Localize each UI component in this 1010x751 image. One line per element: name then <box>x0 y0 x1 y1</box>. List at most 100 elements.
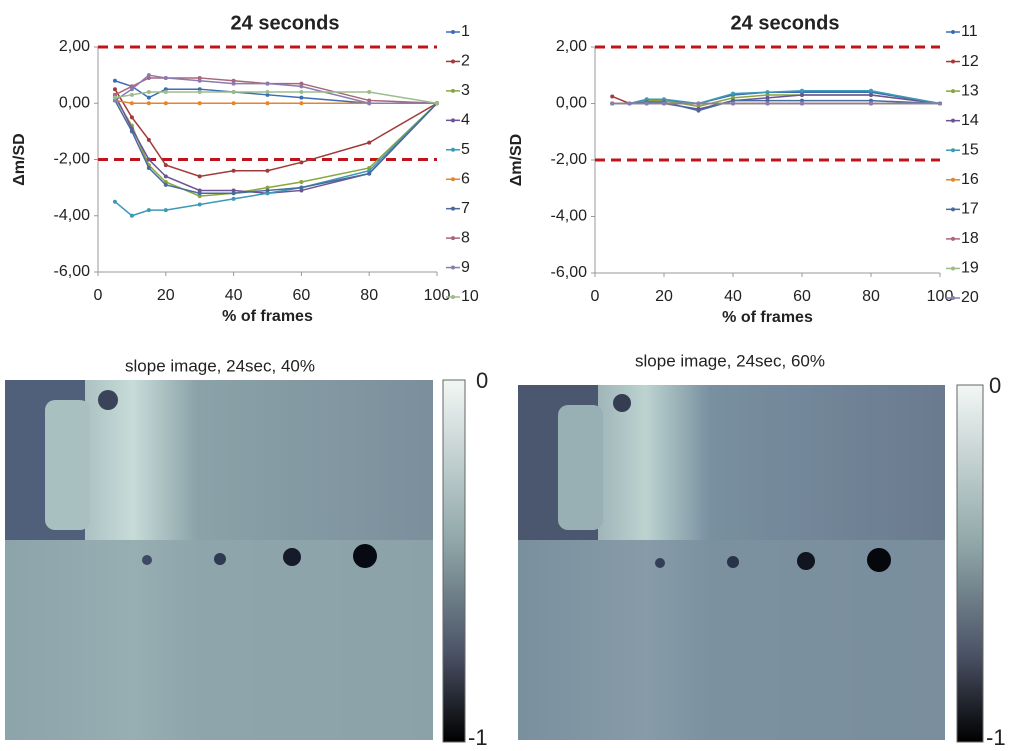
legend-marker <box>451 88 455 93</box>
data-point <box>765 90 770 95</box>
data-point <box>231 101 236 106</box>
colorbar-label: 0 <box>476 368 488 393</box>
data-point <box>129 101 134 106</box>
image-spot <box>867 548 891 572</box>
legend-marker <box>951 59 955 64</box>
data-point <box>163 208 168 213</box>
legend-label: 8 <box>461 229 470 246</box>
image-title: slope image, 24sec, 60% <box>635 351 825 370</box>
data-point <box>265 90 270 94</box>
data-point <box>163 90 168 94</box>
x-tick-label: 40 <box>724 288 742 305</box>
data-point <box>129 129 134 134</box>
x-tick-label: 40 <box>225 287 243 304</box>
legend-label: 20 <box>961 289 979 306</box>
data-point <box>367 90 372 94</box>
data-point <box>265 101 270 106</box>
data-point <box>644 101 649 106</box>
data-point <box>367 140 372 145</box>
y-tick-label: -4,00 <box>551 208 588 225</box>
series-line <box>114 100 438 194</box>
legend-marker <box>951 89 955 94</box>
data-point <box>265 81 270 86</box>
legend-marker <box>451 177 455 182</box>
data-point <box>129 84 134 89</box>
data-point <box>231 168 236 173</box>
data-point <box>731 95 735 100</box>
data-point <box>265 168 270 173</box>
data-point <box>197 174 202 179</box>
data-point <box>231 81 236 86</box>
data-point <box>197 87 202 92</box>
data-point <box>231 78 236 83</box>
data-point <box>299 180 304 184</box>
data-point <box>265 191 270 196</box>
legend-label: 5 <box>461 141 470 158</box>
image-spot <box>353 544 377 568</box>
data-point <box>731 91 735 96</box>
legend-marker <box>451 147 455 152</box>
data-point <box>731 101 735 106</box>
data-point <box>146 137 151 142</box>
legend-marker <box>951 30 955 34</box>
data-point <box>627 101 632 106</box>
data-point <box>163 101 168 106</box>
series-line <box>114 99 437 104</box>
chart-title: 24 seconds <box>731 12 840 34</box>
data-point <box>197 194 202 199</box>
legend-marker <box>451 206 455 211</box>
data-point <box>112 87 117 92</box>
data-point <box>129 87 134 92</box>
data-point <box>163 174 168 179</box>
colorbar <box>956 384 984 743</box>
data-point <box>146 157 151 162</box>
data-point <box>869 101 873 106</box>
data-point <box>112 92 117 97</box>
data-point <box>367 101 372 106</box>
data-point <box>146 101 151 106</box>
data-point <box>112 95 117 100</box>
image-spot <box>214 553 226 565</box>
data-point <box>435 101 439 106</box>
data-point <box>197 78 202 83</box>
legend-label: 4 <box>461 112 470 129</box>
data-point <box>197 75 202 80</box>
data-point <box>163 87 168 92</box>
legend-label: 16 <box>961 171 979 188</box>
y-tick-label: 2,00 <box>59 38 90 55</box>
image-region <box>558 405 603 530</box>
image-spot <box>142 555 152 565</box>
x-tick-label: 20 <box>157 287 175 304</box>
data-point <box>869 93 873 98</box>
data-point <box>299 188 304 193</box>
y-tick-label: 0,00 <box>556 95 587 112</box>
x-tick-label: 100 <box>424 287 451 304</box>
legend-label: 10 <box>461 288 479 305</box>
data-point <box>610 94 615 99</box>
data-point <box>197 191 202 196</box>
legend-label: 19 <box>961 260 979 277</box>
legend-label: 2 <box>461 53 470 70</box>
data-point <box>146 73 151 78</box>
data-point <box>129 213 134 218</box>
series-line <box>114 74 437 104</box>
legend-marker <box>451 30 455 34</box>
data-point <box>197 90 202 94</box>
legend-label: 17 <box>961 201 979 218</box>
image-spot <box>98 390 118 410</box>
legend-label: 11 <box>961 23 978 40</box>
x-tick-label: 100 <box>927 288 954 305</box>
data-point <box>231 90 236 94</box>
x-axis-label: % of frames <box>722 309 813 326</box>
legend-label: 3 <box>461 82 470 99</box>
legend-label: 9 <box>461 259 470 276</box>
series-line <box>114 102 438 217</box>
legend-marker <box>451 295 455 299</box>
data-point <box>299 90 304 94</box>
colorbar-label: 0 <box>989 373 1001 398</box>
data-point <box>129 92 134 97</box>
data-point <box>800 88 804 93</box>
data-point <box>197 188 202 193</box>
image-spot <box>727 556 739 568</box>
